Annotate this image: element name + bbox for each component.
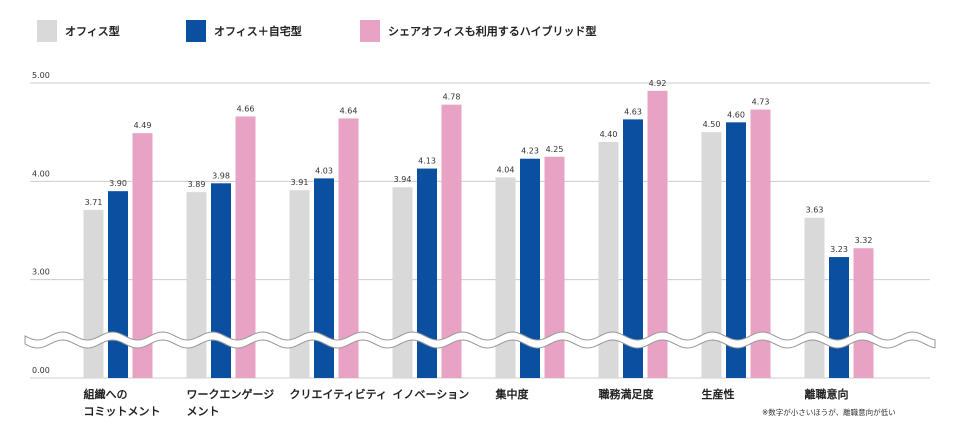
value-label: 3.71	[85, 198, 103, 207]
y-tick-label: 4.00	[32, 169, 50, 178]
bar	[289, 190, 310, 378]
x-tick-label: イノベーション	[392, 388, 470, 401]
value-label: 3.90	[109, 179, 127, 188]
bar	[132, 133, 153, 378]
x-tick-label: 組織への コミットメント	[83, 388, 161, 418]
value-label: 4.04	[497, 165, 515, 174]
legend-swatch	[186, 20, 206, 42]
legend-label: シェアオフィスも利用するハイブリッド型	[388, 24, 597, 38]
legend-swatch	[360, 20, 380, 42]
value-label: 4.25	[546, 145, 564, 154]
value-label: 3.94	[394, 175, 412, 184]
value-label: 3.63	[806, 206, 824, 215]
value-label: 4.49	[134, 121, 152, 130]
bar	[338, 118, 359, 379]
y-tick-label: 3.00	[32, 268, 50, 277]
bar	[211, 183, 231, 378]
bar	[417, 168, 437, 378]
value-label: 4.63	[624, 107, 642, 116]
value-label: 4.40	[600, 130, 618, 139]
x-tick-label: クリエイティビティ	[289, 388, 387, 401]
bar	[750, 109, 771, 379]
bar	[726, 122, 746, 378]
plot	[30, 82, 930, 379]
value-label: 3.91	[291, 178, 309, 187]
legend-label: オフィス＋自宅型	[214, 24, 302, 38]
value-label: 4.92	[649, 79, 667, 88]
x-tick-label: 集中度	[495, 388, 529, 401]
value-label: 4.66	[237, 104, 255, 113]
x-tick-label: 離職意向	[804, 388, 849, 401]
bar	[83, 209, 104, 378]
value-label: 3.32	[855, 236, 873, 245]
value-label: 3.98	[212, 171, 230, 180]
bar	[623, 119, 643, 378]
overlay: 0.00 3.00 4.00 5.00 3.71 3.89 3.91 3.94 4.04 4.40…	[32, 20, 872, 375]
bar	[544, 156, 565, 378]
bar	[108, 191, 128, 378]
y-tick-label: 0.00	[32, 366, 50, 375]
bar	[495, 177, 516, 378]
bar	[701, 132, 722, 378]
axis-break	[24, 331, 936, 349]
bar	[186, 192, 207, 378]
bar	[853, 248, 874, 378]
bar	[520, 158, 540, 378]
x-tick-label: 職務満足度	[598, 388, 654, 401]
value-label: 3.89	[188, 180, 206, 189]
bar	[829, 257, 849, 378]
y-tick-label: 5.00	[32, 71, 50, 80]
value-label: 4.50	[703, 120, 721, 129]
bar	[598, 142, 619, 378]
value-label: 4.13	[418, 157, 436, 166]
x-tick-label: 生産性	[701, 388, 735, 401]
value-label: 4.73	[752, 98, 770, 107]
value-label: 4.78	[443, 93, 461, 102]
bar	[235, 116, 256, 378]
bar	[804, 217, 825, 378]
value-label: 4.23	[521, 147, 539, 156]
value-label: 3.23	[830, 245, 848, 254]
legend-label: オフィス型	[65, 24, 120, 38]
bar	[392, 187, 413, 378]
annotation: ※数字が小さいほうが、離職意向が低い	[762, 408, 896, 417]
value-label: 4.64	[340, 106, 358, 115]
bar	[441, 104, 462, 378]
value-label: 4.03	[315, 166, 333, 175]
value-label: 4.60	[727, 110, 745, 119]
legend-swatch	[37, 20, 57, 42]
bar	[647, 90, 668, 378]
x-tick-label: ワークエンゲージ メント	[186, 388, 275, 418]
bar	[314, 178, 334, 378]
